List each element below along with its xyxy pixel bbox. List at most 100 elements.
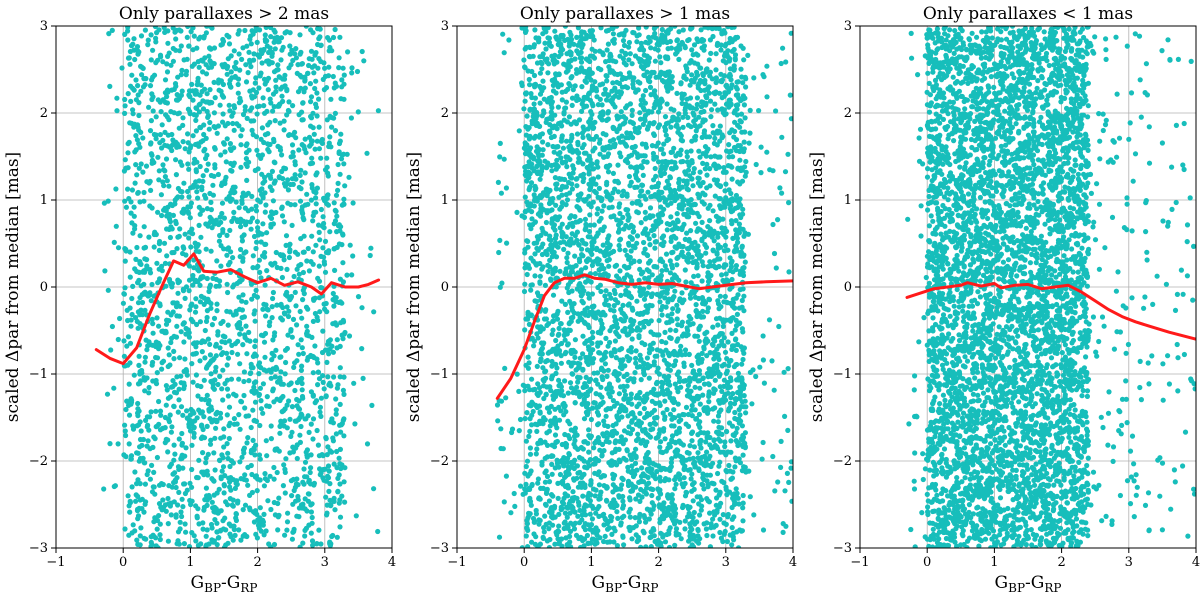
scatter-point xyxy=(265,146,271,153)
scatter-point xyxy=(527,498,533,504)
scatter-point xyxy=(149,316,155,322)
scatter-point xyxy=(169,202,175,209)
scatter-point xyxy=(145,37,151,43)
scatter-point xyxy=(318,42,324,48)
scatter-point xyxy=(642,393,648,399)
scatter-point xyxy=(249,489,255,496)
scatter-point xyxy=(284,519,291,525)
scatter-point xyxy=(240,111,247,118)
scatter-point xyxy=(277,397,283,404)
scatter-point xyxy=(125,150,131,156)
scatter-point xyxy=(203,533,209,539)
scatter-point xyxy=(264,453,270,459)
scatter-point xyxy=(129,484,135,490)
scatter-point xyxy=(265,141,271,147)
scatter-point xyxy=(122,31,128,37)
scatter-point xyxy=(707,350,713,356)
scatter-point xyxy=(633,360,639,366)
scatter-point xyxy=(216,535,222,541)
scatter-point xyxy=(133,162,139,168)
scatter-point xyxy=(337,365,343,371)
scatter-point xyxy=(665,313,671,319)
scatter-point xyxy=(173,36,179,42)
scatter-point xyxy=(534,428,540,434)
scatter-point xyxy=(345,49,351,55)
scatter-point xyxy=(654,468,660,475)
scatter-point xyxy=(711,177,718,183)
scatter-point xyxy=(238,142,244,148)
scatter-point xyxy=(134,137,140,143)
scatter-point xyxy=(640,121,647,127)
scatter-point xyxy=(337,34,343,40)
scatter-point xyxy=(171,348,177,354)
scatter-point xyxy=(135,516,141,522)
scatter-point xyxy=(242,533,248,539)
scatter-point xyxy=(661,206,667,212)
scatter-point xyxy=(293,303,299,309)
scatter-point xyxy=(340,260,346,266)
scatter-point xyxy=(782,413,788,419)
scatter-point xyxy=(178,28,184,34)
scatter-point xyxy=(184,34,190,41)
scatter-point xyxy=(727,318,734,324)
scatter-point xyxy=(142,256,148,262)
x-axis-label: GBP-GRP xyxy=(191,573,258,595)
scatter-point xyxy=(152,229,158,235)
scatter-point xyxy=(134,44,141,50)
scatter-point xyxy=(737,412,743,418)
scatter-point xyxy=(271,180,277,186)
scatter-point xyxy=(143,76,149,82)
scatter-point xyxy=(276,512,282,518)
scatter-point xyxy=(268,215,275,221)
scatter-point xyxy=(171,457,177,463)
scatter-point xyxy=(286,99,292,105)
scatter-point xyxy=(740,356,746,363)
scatter-point xyxy=(593,510,599,516)
scatter-point xyxy=(138,88,144,94)
scatter-point xyxy=(213,425,219,431)
scatter-point xyxy=(142,269,148,275)
scatter-point xyxy=(592,493,598,499)
scatter-point xyxy=(280,44,286,50)
scatter-point xyxy=(189,484,195,490)
scatter-point xyxy=(325,374,331,380)
scatter-point xyxy=(244,177,250,183)
scatter-point xyxy=(332,267,338,273)
scatter-point xyxy=(145,42,151,48)
scatter-point xyxy=(195,506,201,512)
scatter-point xyxy=(337,401,343,407)
scatter-point xyxy=(579,246,585,252)
scatter-point xyxy=(149,362,155,368)
scatter-point xyxy=(229,349,235,356)
scatter-point xyxy=(712,405,718,411)
scatter-point xyxy=(332,110,338,116)
scatter-point xyxy=(740,518,746,524)
scatter-point xyxy=(240,258,246,264)
scatter-point xyxy=(138,63,144,69)
scatter-point xyxy=(230,312,237,318)
scatter-point xyxy=(259,186,265,192)
scatter-point xyxy=(524,271,530,278)
scatter-point xyxy=(355,109,361,115)
scatter-point xyxy=(221,141,227,147)
scatter-point xyxy=(163,283,169,289)
scatter-point xyxy=(649,143,656,149)
scatter-point xyxy=(209,499,215,505)
scatter-point xyxy=(591,400,597,406)
scatter-point xyxy=(326,64,332,70)
scatter-point xyxy=(745,52,751,59)
scatter-point xyxy=(196,222,202,228)
scatter-point xyxy=(646,516,652,522)
scatter-point xyxy=(299,345,305,351)
scatter-point xyxy=(313,209,319,215)
scatter-point xyxy=(142,82,148,88)
scatter-point xyxy=(770,453,776,460)
scatter-point xyxy=(340,336,346,342)
scatter-point xyxy=(597,282,604,288)
scatter-point xyxy=(181,541,187,547)
scatter-point xyxy=(267,473,273,479)
scatter-point xyxy=(166,183,172,189)
scatter-point xyxy=(210,182,216,188)
scatter-point xyxy=(284,527,290,533)
scatter-point xyxy=(304,258,310,264)
